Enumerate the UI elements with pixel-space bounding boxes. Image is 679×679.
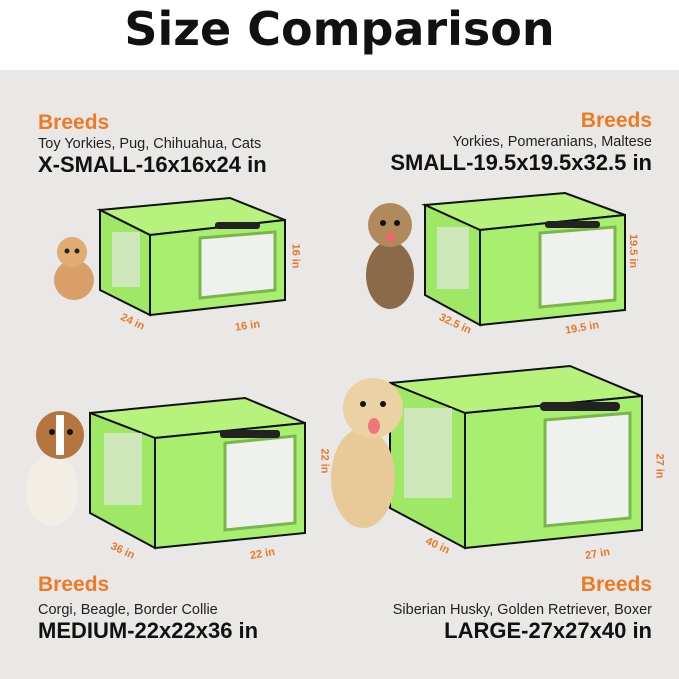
title-band <box>0 0 679 70</box>
breeds-list: Siberian Husky, Golden Retriever, Boxer <box>392 602 652 618</box>
size-label: X-SMALL-16x16x24 in <box>38 152 267 177</box>
size-label: MEDIUM-22x22x36 in <box>38 618 259 643</box>
small-crate <box>421 191 626 327</box>
large-crate <box>389 364 643 550</box>
yorkie-image <box>366 203 414 309</box>
breeds-heading: Breeds <box>38 111 110 134</box>
breeds-list: Yorkies, Pomeranians, Maltese <box>452 134 652 150</box>
large-info: Breeds Siberian Husky, Golden Retriever,… <box>352 573 652 643</box>
size-label: LARGE-27x27x40 in <box>444 618 652 643</box>
xsmall-info: Breeds Toy Yorkies, Pug, Chihuahua, Cats… <box>38 111 338 177</box>
medium-height-label: 22 in <box>318 448 331 474</box>
golden-retriever-image <box>331 378 403 528</box>
xsmall-width-label: 16 in <box>234 318 261 334</box>
xsmall-height-label: 16 in <box>289 243 302 269</box>
breeds-heading: Breeds <box>38 573 110 596</box>
page-title: Size Comparison <box>124 2 555 56</box>
xsmall-crate <box>96 196 286 317</box>
breeds-list: Corgi, Beagle, Border Collie <box>38 602 218 618</box>
size-label: SMALL-19.5x19.5x32.5 in <box>390 150 652 175</box>
medium-info: Breeds Corgi, Beagle, Border Collie MEDI… <box>38 573 338 643</box>
medium-crate <box>89 396 306 550</box>
kitten-image <box>54 237 94 300</box>
small-info: Breeds Yorkies, Pomeranians, Maltese SMA… <box>352 109 652 175</box>
small-height-label: 19.5 in <box>627 233 640 269</box>
breeds-heading: Breeds <box>580 109 652 132</box>
breeds-list: Toy Yorkies, Pug, Chihuahua, Cats <box>38 136 262 152</box>
beagle-image <box>26 411 84 526</box>
breeds-heading: Breeds <box>580 573 652 596</box>
large-height-label: 27 in <box>653 453 666 479</box>
